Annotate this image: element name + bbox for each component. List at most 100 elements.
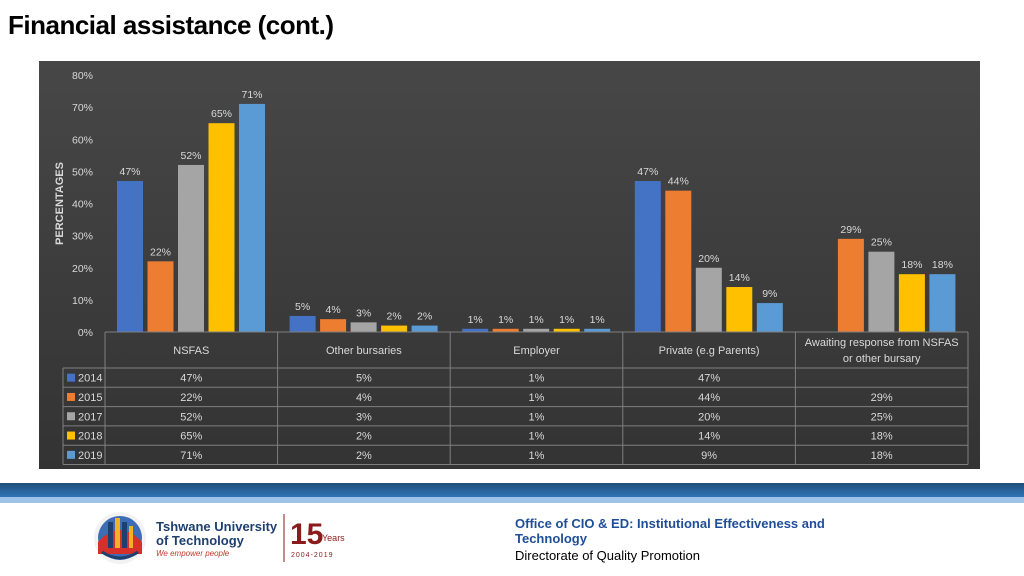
bar-2014-1 [117,181,143,332]
legend-swatch-2018 [67,431,75,440]
table-cell: 18% [871,431,893,443]
table-cell: 18% [871,450,893,462]
table-cell: 1% [529,392,545,404]
bar-2015-5 [837,238,864,332]
bar-2017-5 [868,251,895,332]
table-cell: 4% [356,392,372,404]
bar-2015-2 [320,319,347,332]
bar-2015-4 [665,190,692,332]
office-subtitle: Directorate of Quality Promotion [515,548,700,563]
org-tagline: We empower people [156,549,230,558]
anniversary-word: Years [322,533,345,543]
data-label: 52% [180,150,201,162]
chart-panel: PERCENTAGES 0% 10% 20% 30% 40% 50% 60% 70% 80% 47%… [39,61,980,469]
table-cell: 1% [529,431,545,443]
legend-label: 2018 [78,431,102,443]
y-tick-label: 0% [78,327,93,339]
org-name: Tshwane University of Technology [156,519,278,548]
bar-2018-3 [553,328,580,332]
category-label: NSFAS [173,345,209,357]
bar-2018-4 [726,287,753,332]
table-cell: 14% [698,431,720,443]
data-label: 3% [356,307,371,319]
bar-2018-5 [898,274,925,332]
bar-2017-4 [695,267,722,332]
y-tick-label: 60% [72,134,93,146]
table-cell: 1% [529,373,545,385]
office-title: Office of CIO & ED: Institutional Effect… [515,516,825,546]
legend-label: 2019 [78,450,102,462]
data-label: 2% [387,311,402,323]
category-label: Awaiting response from NSFAS [805,337,959,349]
data-label: 47% [119,166,140,178]
footer-band-accent [0,497,1024,503]
bar-2017-1 [178,164,204,332]
table-cell: 9% [701,450,717,462]
anniversary-years: 2004-2019 [291,552,334,559]
bar-2015-1 [147,261,174,332]
bar-2014-2 [289,315,316,332]
anniversary-logo: 15 Years [283,514,345,562]
legend-swatch-2017 [67,412,75,421]
legend-label: 2014 [78,373,102,385]
data-label: 44% [668,176,689,188]
legend-swatch-2019 [67,450,75,459]
table-cell: 29% [871,392,893,404]
data-label: 18% [901,259,922,271]
category-label: Other bursaries [326,345,402,357]
data-label: 1% [559,314,574,326]
bar-2014-4 [634,181,661,332]
data-label: 1% [529,314,544,326]
table-cell: 20% [698,411,720,423]
data-label: 1% [468,314,483,326]
anniversary-number: 15 [290,518,323,551]
data-label: 25% [871,237,892,249]
y-tick-label: 10% [72,295,93,307]
data-label: 1% [498,314,513,326]
table-cell: 5% [356,373,372,385]
category-label: Private (e.g Parents) [659,345,760,357]
bar-2018-1 [208,123,235,332]
bar-2019-3 [584,328,611,332]
footer-band [0,483,1024,497]
bar-2019-2 [411,325,438,332]
table-cell: 71% [180,450,202,462]
data-label: 4% [326,304,341,316]
table-cell: 2% [356,431,372,443]
table-cell: 2% [356,450,372,462]
data-label: 29% [840,224,861,236]
bar-2015-3 [492,328,519,332]
table-cell: 1% [529,411,545,423]
table-cell: 47% [698,373,720,385]
table-cell: 22% [180,392,202,404]
category-label: or other bursary [843,353,921,365]
table-cell: 25% [871,411,893,423]
bar-2019-1 [239,103,265,332]
table-cell: 44% [698,392,720,404]
tut-emblem-icon [94,512,146,564]
data-label: 1% [590,314,605,326]
y-tick-label: 70% [72,102,93,114]
data-label: 14% [729,272,750,284]
legend-swatch-2014 [67,373,75,382]
legend-label: 2015 [78,392,102,404]
y-tick-label: 40% [72,199,93,211]
category-label: Employer [513,345,560,357]
table-cell: 3% [356,411,372,423]
data-label: 20% [698,253,719,265]
bar-2014-3 [462,328,489,332]
table-cell: 1% [529,450,545,462]
y-tick-label: 30% [72,231,93,243]
data-label: 18% [932,259,953,271]
page-title: Financial assistance (cont.) [8,10,334,40]
legend-swatch-2015 [67,392,75,401]
data-label: 71% [241,89,262,101]
table-cell: 47% [180,373,202,385]
data-label: 2% [417,311,432,323]
bar-2018-2 [381,325,408,332]
tut-logo: 15 Years [94,512,345,564]
bar-chart: PERCENTAGES 0% 10% 20% 30% 40% 50% 60% 70% 80% 47%… [54,70,969,465]
bar-2019-4 [756,303,783,332]
legend-label: 2017 [78,411,102,423]
data-label: 65% [211,108,232,120]
